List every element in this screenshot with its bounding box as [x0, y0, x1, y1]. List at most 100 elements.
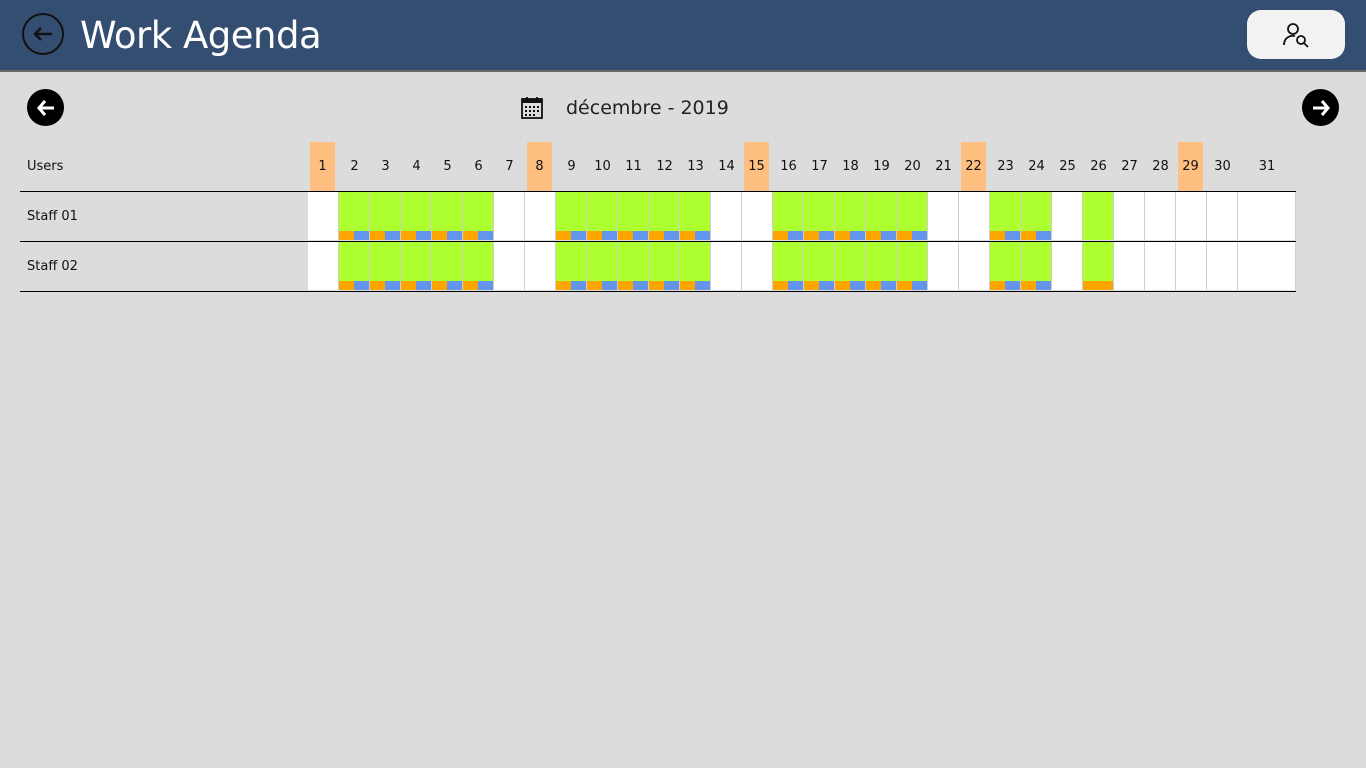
shift-segment-blue [447, 281, 462, 290]
agenda-cell-shift[interactable] [773, 192, 804, 240]
agenda-cell-shift[interactable] [649, 242, 680, 290]
shift-bar [866, 231, 896, 240]
shift-bar [339, 231, 369, 240]
shift-bar [866, 281, 896, 290]
agenda-cell-empty[interactable] [1052, 242, 1083, 290]
agenda-cell-empty[interactable] [308, 242, 339, 290]
agenda-cell-shift[interactable] [556, 242, 587, 290]
shift-bar [804, 231, 834, 240]
agenda-cell-shift[interactable] [432, 192, 463, 240]
agenda-cell-shift[interactable] [618, 242, 649, 290]
shift-segment-blue [416, 231, 431, 240]
shift-segment-orange [835, 231, 850, 240]
shift-bar [556, 281, 586, 290]
day-header: 25 [1059, 159, 1076, 174]
agenda-cell-empty[interactable] [711, 242, 742, 290]
shift-segment-blue [478, 281, 493, 290]
shift-bar [897, 231, 927, 240]
users-column-header: Users [27, 159, 64, 174]
shift-bar [618, 281, 648, 290]
prev-month-button[interactable] [27, 89, 64, 126]
month-selector[interactable]: décembre - 2019 [520, 94, 729, 122]
agenda-cell-shift[interactable] [897, 242, 928, 290]
agenda-cell-shift[interactable] [835, 242, 866, 290]
agenda-cell-shift[interactable] [773, 242, 804, 290]
agenda-cell-shift[interactable] [370, 192, 401, 240]
agenda-cell-empty[interactable] [1207, 242, 1238, 290]
agenda-cell-shift[interactable] [1021, 192, 1052, 240]
agenda-cell-shift[interactable] [463, 242, 494, 290]
agenda-cell-shift[interactable] [1083, 192, 1114, 240]
agenda-cell-empty[interactable] [742, 192, 773, 240]
agenda-cell-shift[interactable] [401, 192, 432, 240]
agenda-cell-empty[interactable] [1176, 242, 1207, 290]
day-header: 24 [1028, 159, 1045, 174]
agenda-cell-shift[interactable] [618, 192, 649, 240]
agenda-cell-empty[interactable] [1145, 242, 1176, 290]
agenda-cell-empty[interactable] [494, 192, 525, 240]
agenda-cell-empty[interactable] [711, 192, 742, 240]
agenda-cell-empty[interactable] [525, 242, 556, 290]
agenda-cell-shift[interactable] [556, 192, 587, 240]
day-header: 2 [350, 159, 359, 174]
agenda-cell-empty[interactable] [1176, 192, 1207, 240]
agenda-cell-shift[interactable] [401, 242, 432, 290]
shift-bar [1021, 281, 1051, 290]
agenda-cell-empty[interactable] [1238, 192, 1296, 240]
shift-segment-blue [571, 231, 586, 240]
agenda-cell-shift[interactable] [339, 192, 370, 240]
agenda-cell-empty[interactable] [928, 192, 959, 240]
shift-segment-blue [881, 231, 896, 240]
agenda-cell-shift[interactable] [680, 242, 711, 290]
agenda-cell-shift[interactable] [339, 242, 370, 290]
agenda-cell-shift[interactable] [804, 242, 835, 290]
agenda-cell-empty[interactable] [494, 242, 525, 290]
user-search-button[interactable] [1247, 10, 1345, 59]
agenda-cell-empty[interactable] [1114, 242, 1145, 290]
shift-bar [835, 281, 865, 290]
agenda-cell-shift[interactable] [990, 192, 1021, 240]
shift-segment-blue [912, 281, 927, 290]
agenda-cell-empty[interactable] [1052, 192, 1083, 240]
shift-bar [804, 281, 834, 290]
agenda-cell-shift[interactable] [990, 242, 1021, 290]
month-label: décembre - 2019 [566, 97, 729, 119]
shift-segment-blue [695, 231, 710, 240]
shift-segment-blue [819, 281, 834, 290]
shift-segment-blue [788, 281, 803, 290]
shift-segment-orange [432, 231, 447, 240]
agenda-cell-shift[interactable] [370, 242, 401, 290]
agenda-cell-shift[interactable] [680, 192, 711, 240]
agenda-cell-empty[interactable] [1207, 192, 1238, 240]
agenda-cell-shift[interactable] [804, 192, 835, 240]
agenda-cell-shift[interactable] [866, 242, 897, 290]
agenda-cell-empty[interactable] [1114, 192, 1145, 240]
agenda-cell-empty[interactable] [308, 192, 339, 240]
agenda-cell-shift[interactable] [897, 192, 928, 240]
back-button[interactable] [22, 13, 64, 55]
shift-segment-orange [1021, 231, 1036, 240]
next-month-button[interactable] [1302, 89, 1339, 126]
agenda-cell-shift[interactable] [835, 192, 866, 240]
agenda-cell-empty[interactable] [525, 192, 556, 240]
agenda-cell-empty[interactable] [1145, 192, 1176, 240]
agenda-cell-shift[interactable] [587, 192, 618, 240]
agenda-cell-shift[interactable] [649, 192, 680, 240]
agenda-cell-empty[interactable] [742, 242, 773, 290]
shift-segment-blue [416, 281, 431, 290]
shift-segment-orange [866, 231, 881, 240]
agenda-cell-empty[interactable] [928, 242, 959, 290]
agenda-cell-shift[interactable] [1083, 242, 1114, 290]
agenda-cell-shift[interactable] [1021, 242, 1052, 290]
day-header: 14 [718, 159, 735, 174]
agenda-cell-shift[interactable] [432, 242, 463, 290]
agenda-cell-shift[interactable] [463, 192, 494, 240]
agenda-cell-shift[interactable] [866, 192, 897, 240]
day-header: 17 [811, 159, 828, 174]
agenda-cell-shift[interactable] [587, 242, 618, 290]
shift-segment-orange [835, 281, 850, 290]
agenda-cell-empty[interactable] [959, 192, 990, 240]
shift-segment-blue [788, 231, 803, 240]
agenda-cell-empty[interactable] [959, 242, 990, 290]
agenda-cell-empty[interactable] [1238, 242, 1296, 290]
